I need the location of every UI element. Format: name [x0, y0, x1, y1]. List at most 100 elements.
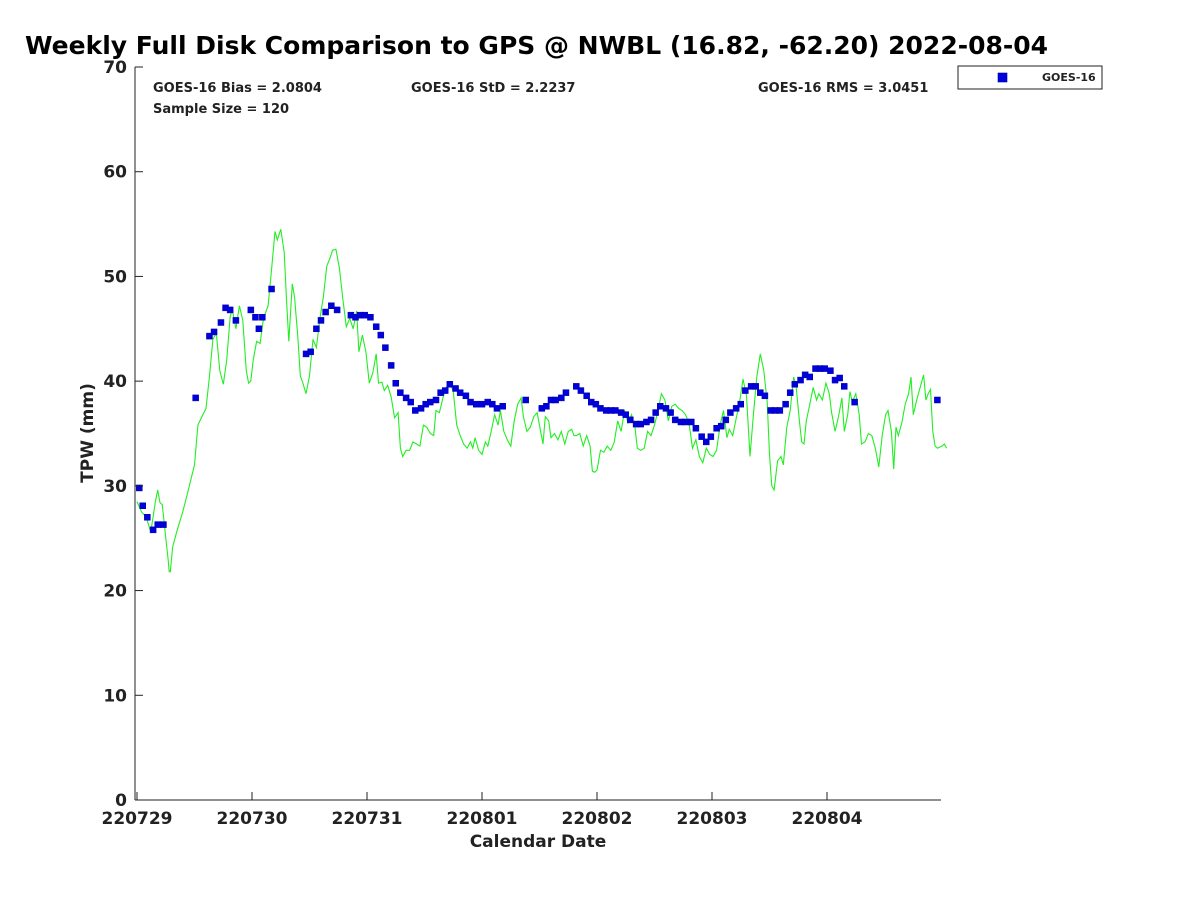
goes16-point [387, 362, 395, 369]
goes16-point [139, 502, 146, 510]
goes16-point [827, 367, 834, 374]
goes16-point [577, 387, 585, 394]
goes16-point [144, 514, 151, 521]
goes16-point [722, 416, 730, 424]
goes16-point [427, 398, 434, 406]
goes16-point [688, 418, 695, 426]
y-tick-label: 60 [103, 163, 127, 183]
y-tick-label: 30 [103, 477, 127, 497]
goes16-point [562, 389, 570, 396]
goes16-point [732, 405, 740, 412]
goes16-point [573, 383, 580, 390]
goes16-point [647, 416, 655, 424]
goes16-point [489, 400, 496, 408]
goes16-point [317, 317, 325, 324]
goes16-point [737, 400, 744, 408]
goes16-point [622, 411, 629, 418]
goes16-point [192, 394, 199, 402]
goes16-point [361, 311, 368, 319]
goes16-point [417, 405, 425, 412]
goes16-point [154, 521, 161, 528]
goes16-point [392, 379, 399, 387]
x-tick-label: 220729 [102, 809, 173, 829]
goes16-point [717, 422, 725, 430]
stat-std: GOES-16 StD = 2.2237 [411, 81, 575, 96]
goes16-point [522, 396, 529, 404]
goes16-point [432, 396, 440, 404]
x-tick-label: 220730 [217, 809, 288, 829]
goes16-point [786, 389, 794, 396]
y-axis-ticks: 0 10 20 30 40 50 60 70 [103, 58, 143, 811]
goes16-point [742, 387, 749, 394]
goes16-point [333, 306, 341, 314]
goes16-point [226, 306, 234, 314]
y-tick-label: 20 [103, 582, 127, 602]
y-tick-label: 0 [115, 791, 127, 811]
x-tick-label: 220801 [447, 809, 518, 829]
goes16-point [558, 394, 565, 402]
goes16-point [797, 376, 804, 384]
goes16-point [692, 425, 700, 432]
goes16-point [782, 400, 789, 408]
goes16-point [597, 405, 604, 412]
goes16-point [412, 407, 419, 414]
goes16-point [372, 323, 380, 330]
goes16-point [752, 383, 759, 390]
goes16-point [657, 403, 664, 410]
legend-label-goes16: GOES-16 [1042, 71, 1096, 84]
goes16-point [160, 521, 167, 528]
y-tick-label: 40 [103, 372, 127, 392]
goes16-point [252, 314, 259, 321]
goes16-point [776, 407, 784, 414]
legend: GOES-16 [957, 65, 1103, 90]
goes16-point [407, 398, 414, 406]
legend-marker-goes16 [997, 72, 1008, 83]
goes16-point [367, 314, 374, 321]
goes16-point [493, 405, 501, 412]
goes16-point [328, 302, 335, 309]
goes16-point [841, 383, 848, 390]
goes16-point [627, 416, 634, 424]
goes16-point [313, 325, 320, 333]
goes16-point [446, 381, 454, 388]
chart-title: Weekly Full Disk Comparison to GPS @ NWB… [25, 31, 1048, 60]
goes16-point [402, 394, 410, 402]
x-axis-label: Calendar Date [470, 832, 607, 852]
goes16-point [851, 398, 858, 406]
goes16-point [662, 405, 670, 412]
goes16-point [206, 332, 213, 340]
goes16-point [592, 400, 600, 408]
goes16-point [499, 403, 506, 410]
goes16-point [322, 308, 329, 316]
goes16-point [382, 344, 389, 351]
goes16-point [397, 389, 404, 396]
goes16-point [149, 526, 157, 534]
goes16-point [934, 396, 941, 404]
goes16-point [232, 317, 240, 324]
y-tick-label: 50 [103, 267, 127, 287]
goes16-point [667, 409, 674, 416]
goes16-point [727, 409, 734, 416]
goes16-point [307, 348, 314, 356]
goes16-point [682, 418, 689, 426]
goes16-point [791, 381, 799, 388]
goes16-point [612, 407, 619, 414]
x-tick-label: 220802 [562, 809, 633, 829]
x-tick-label: 220804 [792, 809, 863, 829]
goes16-point [698, 433, 705, 440]
stat-bias: GOES-16 Bias = 2.0804 [153, 81, 322, 96]
goes16-point [836, 374, 843, 382]
x-tick-label: 220803 [677, 809, 748, 829]
series-line-gps [136, 229, 948, 573]
x-tick-label: 220731 [332, 809, 403, 829]
stat-sample-size: Sample Size = 120 [153, 102, 289, 117]
goes16-point [210, 328, 218, 336]
goes16-point [255, 325, 263, 333]
goes16-point [703, 438, 710, 446]
goes16-point [467, 398, 474, 406]
goes16-point [217, 319, 225, 326]
goes16-point [543, 403, 550, 410]
goes16-point [259, 314, 266, 321]
goes16-point [583, 392, 590, 400]
